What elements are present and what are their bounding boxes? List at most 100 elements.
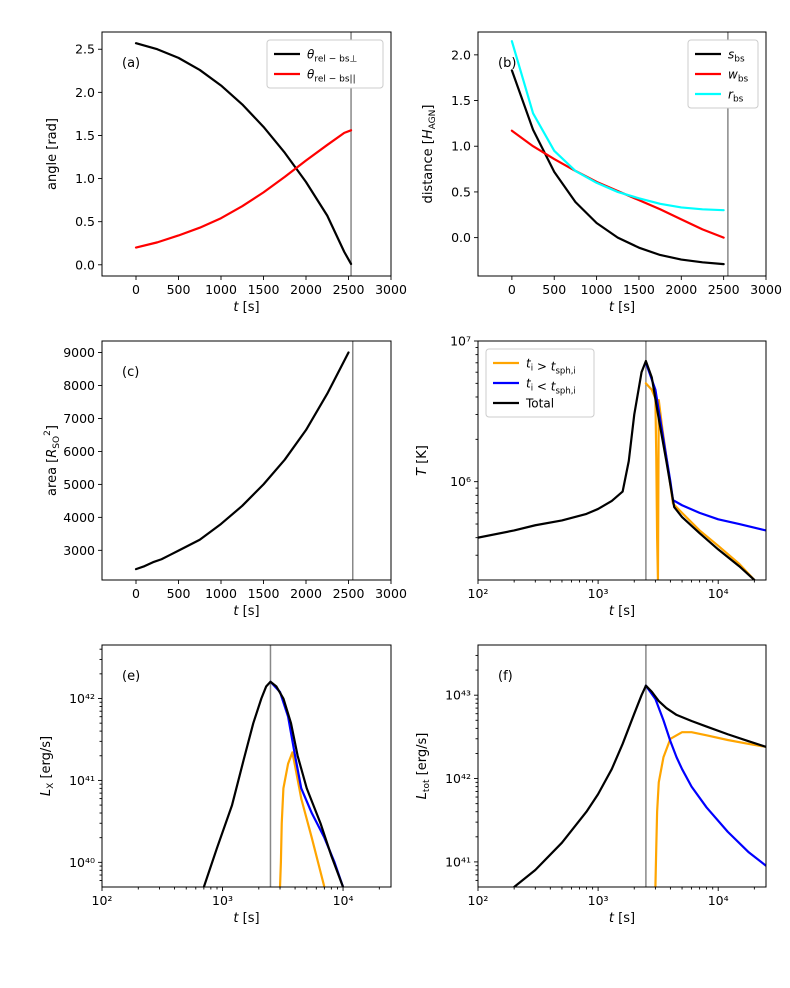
- x-tick-label: 10⁴: [708, 586, 729, 601]
- axes-frame: [477, 340, 767, 581]
- y-axis-label: distance [HAGN]: [421, 105, 438, 204]
- axes-frame: [101, 340, 392, 581]
- legend-label: θrel − bs⊥: [307, 48, 358, 65]
- x-tick-label: 1000: [205, 282, 237, 297]
- series-line--rel-bs-: [134, 129, 353, 249]
- legend: sbs wbs rbs: [687, 39, 759, 109]
- x-tick-label: 500: [167, 586, 191, 601]
- y-axis-label: Ltot [erg/s]: [415, 733, 432, 800]
- axes-frame: [101, 31, 392, 277]
- x-tick-label: 1000: [205, 586, 237, 601]
- x-tick-label: 500: [542, 282, 566, 297]
- x-tick-label: 2500: [708, 282, 740, 297]
- axes-frame: [477, 31, 767, 277]
- series-line-wbs: [510, 129, 725, 239]
- x-tick-label: 2000: [290, 282, 322, 297]
- x-tick-label: 0: [508, 282, 516, 297]
- y-tick-label: 3000: [63, 543, 95, 558]
- y-tick-label: 10⁴⁰: [69, 855, 95, 870]
- series-line--rel-bs-: [134, 42, 353, 266]
- axes-frame: [477, 644, 767, 888]
- series-line-ti-tsph-i: [654, 731, 766, 887]
- x-tick-label: 0: [132, 282, 140, 297]
- series-group: [513, 684, 766, 887]
- x-tick-label: 2000: [290, 586, 322, 601]
- series-line-total: [513, 684, 766, 887]
- x-tick-label: 10²: [468, 893, 489, 908]
- y-tick-label: 10⁶: [450, 474, 471, 489]
- x-axis-label: t [s]: [609, 911, 635, 926]
- y-tick-label: 6000: [63, 444, 95, 459]
- y-tick-label: 0.0: [75, 257, 95, 272]
- panel-tag: (f): [498, 669, 513, 684]
- panel-tag: (a): [122, 56, 140, 71]
- x-tick-label: 3000: [375, 586, 407, 601]
- y-tick-label: 0.0: [451, 230, 471, 245]
- y-axis-label: angle [rad]: [45, 118, 60, 190]
- x-axis-label: t [s]: [233, 604, 259, 619]
- x-tick-label: 500: [167, 282, 191, 297]
- y-tick-label: 2.0: [451, 47, 471, 62]
- x-tick-label: 10³: [588, 586, 609, 601]
- panel-c: 0 500 1000 1500 2000 2500 3000 3000 4000 5000 6000…: [43, 340, 407, 619]
- y-tick-label: 9000: [63, 345, 95, 360]
- legend: θrel − bs⊥ θrel − bs||: [266, 39, 384, 89]
- y-tick-label: 4000: [63, 510, 95, 525]
- y-tick-label: 10⁴³: [445, 688, 471, 703]
- x-tick-label: 10²: [468, 586, 489, 601]
- y-tick-label: 10⁴¹: [69, 773, 95, 788]
- x-tick-label: 10⁴: [708, 893, 729, 908]
- series-line-sbs: [510, 69, 725, 266]
- x-tick-label: 2500: [333, 282, 365, 297]
- x-tick-label: 2500: [333, 586, 365, 601]
- x-tick-label: 10³: [212, 893, 233, 908]
- legend-label: θrel − bs||: [307, 68, 356, 85]
- y-axis-label: T [K]: [415, 445, 430, 476]
- series-group: [202, 680, 345, 887]
- y-tick-label: 2.5: [75, 42, 95, 57]
- series-group: [510, 40, 725, 266]
- legend-label: sbs: [728, 48, 745, 65]
- series-line-ti-tsph-i: [278, 751, 326, 887]
- x-tick-label: 1500: [248, 586, 280, 601]
- panel-a: 0 500 1000 1500 2000 2500 3000 0.0 0.5 1.0 1.5 2.0 2…: [45, 31, 407, 315]
- x-axis-label: t [s]: [233, 911, 259, 926]
- x-tick-label: 10²: [92, 893, 113, 908]
- panel-tag: (b): [498, 56, 516, 71]
- legend-label: ti < tsph,i: [526, 377, 576, 397]
- y-tick-label: 0.5: [451, 184, 471, 199]
- panel-tag: (c): [122, 365, 139, 380]
- series-line-ti-tsph-i: [644, 684, 766, 867]
- series-line-total: [202, 680, 345, 887]
- y-tick-label: 7000: [63, 411, 95, 426]
- legend-label: Total: [525, 397, 554, 411]
- legend-label: ti > tsph,i: [526, 357, 576, 377]
- y-tick-label: 1.5: [451, 93, 471, 108]
- panel-b: 0 500 1000 1500 2000 2500 3000 0.0 0.5 1.0 1.5 2.0 t…: [421, 31, 782, 315]
- legend-box: [687, 39, 759, 109]
- y-tick-label: 0.5: [75, 214, 95, 229]
- panel-f: 10² 10³ 10⁴ 10⁴¹ 10⁴² 10⁴³ t [s] Ltot [erg/s] (f…: [415, 644, 767, 926]
- x-tick-label: 0: [132, 586, 140, 601]
- series-line-ti-tsph-i: [644, 382, 756, 580]
- series-group: [134, 42, 353, 266]
- x-axis-label: t [s]: [233, 300, 259, 315]
- legend-box: [485, 348, 595, 418]
- y-tick-label: 2.0: [75, 85, 95, 100]
- series-group: [134, 351, 350, 571]
- x-axis-label: t [s]: [609, 604, 635, 619]
- x-axis-label: t [s]: [609, 300, 635, 315]
- series-line-area: [134, 351, 350, 571]
- x-tick-label: 2000: [665, 282, 697, 297]
- y-tick-label: 10⁴²: [69, 691, 95, 706]
- x-tick-label: 1000: [581, 282, 613, 297]
- panel-tag: (e): [122, 669, 140, 684]
- panel-e: 10² 10³ 10⁴ 10⁴⁰ 10⁴¹ 10⁴² t [s] LX [erg/s] (e): [39, 644, 392, 926]
- y-tick-label: 1.5: [75, 128, 95, 143]
- x-tick-label: 10⁴: [333, 893, 354, 908]
- series-line-rbs: [510, 40, 725, 212]
- series-group: [478, 359, 766, 580]
- x-tick-label: 1500: [623, 282, 655, 297]
